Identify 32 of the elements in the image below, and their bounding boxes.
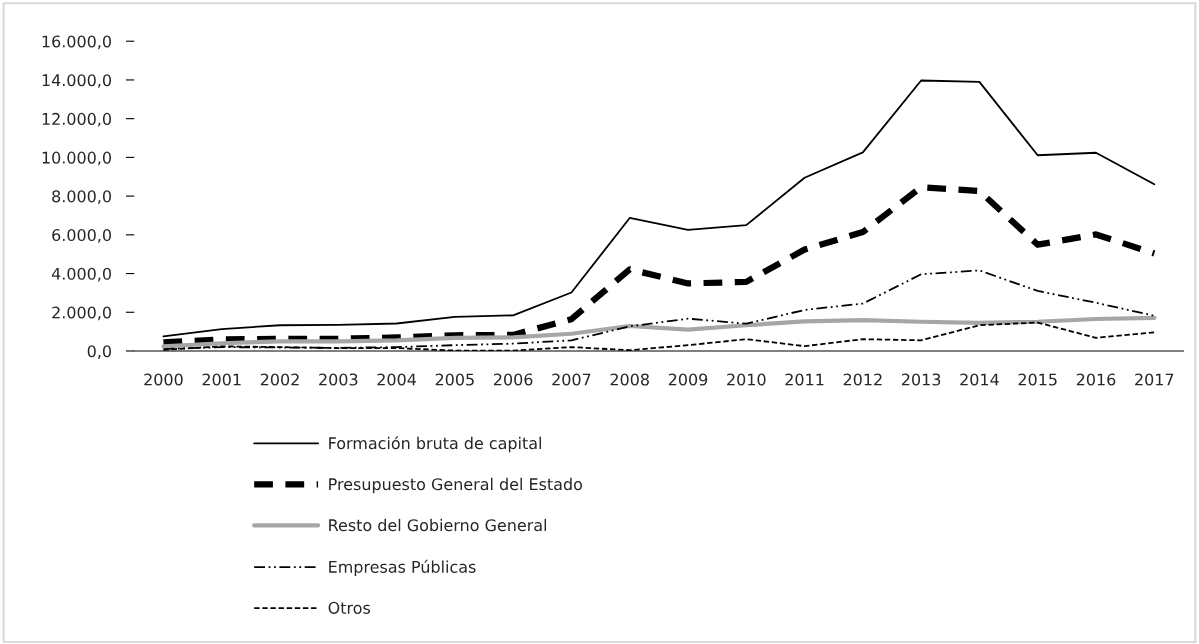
- y-tick-label: 14.000,0: [42, 74, 112, 88]
- x-tick-label: 2017: [1135, 373, 1174, 386]
- y-tick-label: 8.000,0: [52, 190, 112, 205]
- x-tick-label: 2008: [610, 373, 649, 386]
- y-tick-label: 16.000,0: [42, 35, 112, 50]
- x-tick-label: 2005: [435, 373, 474, 386]
- y-tick-label: 0,0: [87, 345, 112, 359]
- legend-label: Presupuesto General del Estado: [329, 477, 582, 494]
- x-tick-label: 2011: [785, 373, 824, 386]
- legend-label: Empresas Públicas: [329, 559, 476, 576]
- x-tick-label: 2004: [377, 373, 416, 386]
- y-tick-label: 2.000,0: [52, 306, 112, 321]
- x-tick-label: 2001: [202, 373, 241, 386]
- x-tick-label: 2000: [144, 373, 183, 386]
- x-tick-label: 2010: [727, 373, 766, 386]
- y-tick-label: 12.000,0: [42, 112, 112, 127]
- y-tick-label: 10.000,0: [42, 151, 112, 166]
- legend-label: Otros: [328, 601, 370, 614]
- x-tick-label: 2012: [843, 373, 882, 386]
- legend-label: Formación bruta de capital: [329, 436, 541, 453]
- x-tick-label: 2015: [1018, 373, 1057, 386]
- x-tick-label: 2009: [668, 373, 708, 386]
- y-tick-label: 4.000,0: [51, 267, 112, 282]
- x-tick-label: 2014: [960, 373, 999, 386]
- x-tick-label: 2007: [552, 373, 591, 386]
- y-tick-label: 6.000,0: [52, 229, 112, 243]
- x-tick-label: 2002: [260, 373, 299, 386]
- x-tick-label: 2016: [1076, 373, 1116, 386]
- legend-label: Resto del Gobierno General: [329, 518, 547, 532]
- x-tick-label: 2003: [319, 373, 358, 386]
- x-tick-label: 2006: [493, 373, 533, 386]
- x-tick-label: 2013: [901, 373, 941, 386]
